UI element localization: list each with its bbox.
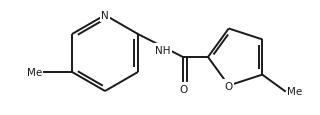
Text: O: O (179, 84, 187, 94)
Text: N: N (101, 11, 109, 21)
Text: NH: NH (155, 45, 170, 55)
Text: Me: Me (287, 86, 302, 96)
Text: O: O (225, 81, 233, 91)
Text: Me: Me (27, 67, 42, 77)
